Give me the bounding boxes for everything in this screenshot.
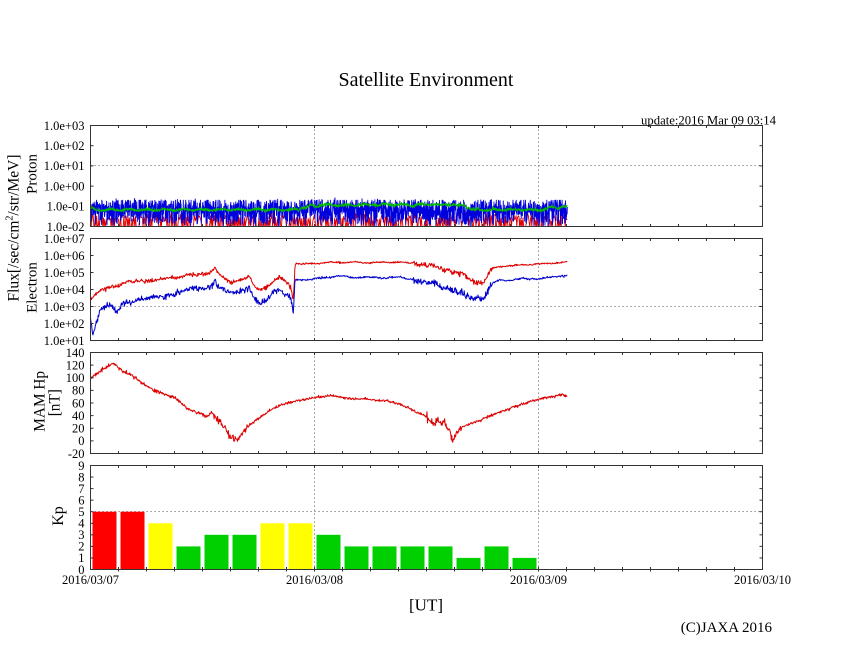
svg-text:80: 80 <box>72 384 85 398</box>
svg-text:20: 20 <box>72 422 85 436</box>
svg-text:2016/03/08: 2016/03/08 <box>286 573 343 587</box>
svg-text:1.0e-01: 1.0e-01 <box>47 200 85 214</box>
svg-text:0: 0 <box>78 434 84 448</box>
svg-text:1: 1 <box>78 551 84 565</box>
svg-text:9: 9 <box>78 459 84 473</box>
svg-text:8: 8 <box>78 470 84 484</box>
svg-text:5: 5 <box>78 505 84 519</box>
svg-text:0: 0 <box>78 563 84 577</box>
svg-text:4: 4 <box>78 517 85 531</box>
svg-text:Electron: Electron <box>25 262 41 313</box>
svg-text:120: 120 <box>66 358 85 372</box>
svg-text:MAM Hp: MAM Hp <box>32 371 49 432</box>
svg-text:2016/03/07: 2016/03/07 <box>62 573 119 587</box>
svg-text:1.0e+01: 1.0e+01 <box>44 334 85 348</box>
svg-text:2016/03/09: 2016/03/09 <box>510 573 567 587</box>
svg-text:3: 3 <box>78 528 84 542</box>
svg-text:7: 7 <box>78 482 84 496</box>
svg-text:Satellite Environment: Satellite Environment <box>339 69 514 91</box>
svg-text:1.0e-02: 1.0e-02 <box>47 220 85 234</box>
svg-text:1.0e+01: 1.0e+01 <box>44 159 85 173</box>
svg-text:1.0e+02: 1.0e+02 <box>44 139 85 153</box>
svg-text:60: 60 <box>72 396 85 410</box>
svg-text:update:2016 Mar 09 03:14: update:2016 Mar 09 03:14 <box>641 114 777 128</box>
svg-text:(C)JAXA 2016: (C)JAXA 2016 <box>681 620 773 636</box>
svg-text:1.0e+05: 1.0e+05 <box>44 266 85 280</box>
svg-text:[nT]: [nT] <box>47 389 64 416</box>
svg-text:[UT]: [UT] <box>409 596 443 615</box>
svg-text:Proton: Proton <box>25 154 41 195</box>
svg-text:40: 40 <box>72 409 85 423</box>
svg-text:2: 2 <box>78 540 84 554</box>
svg-text:1.0e+06: 1.0e+06 <box>44 249 85 263</box>
svg-text:1.0e+04: 1.0e+04 <box>44 283 85 297</box>
svg-text:Kp: Kp <box>50 506 67 526</box>
svg-text:2016/03/10: 2016/03/10 <box>734 573 791 587</box>
svg-text:-20: -20 <box>68 447 85 461</box>
svg-text:100: 100 <box>66 371 85 385</box>
svg-text:1.0e+07: 1.0e+07 <box>44 232 85 246</box>
svg-text:1.0e+03: 1.0e+03 <box>44 300 85 314</box>
svg-text:1.0e+02: 1.0e+02 <box>44 317 85 331</box>
svg-text:140: 140 <box>66 346 85 360</box>
svg-text:Flux[/sec/cm2/str/MeV]: Flux[/sec/cm2/str/MeV] <box>5 154 23 301</box>
svg-text:1.0e+00: 1.0e+00 <box>44 179 85 193</box>
svg-text:1.0e+03: 1.0e+03 <box>44 119 85 133</box>
svg-text:6: 6 <box>78 493 84 507</box>
